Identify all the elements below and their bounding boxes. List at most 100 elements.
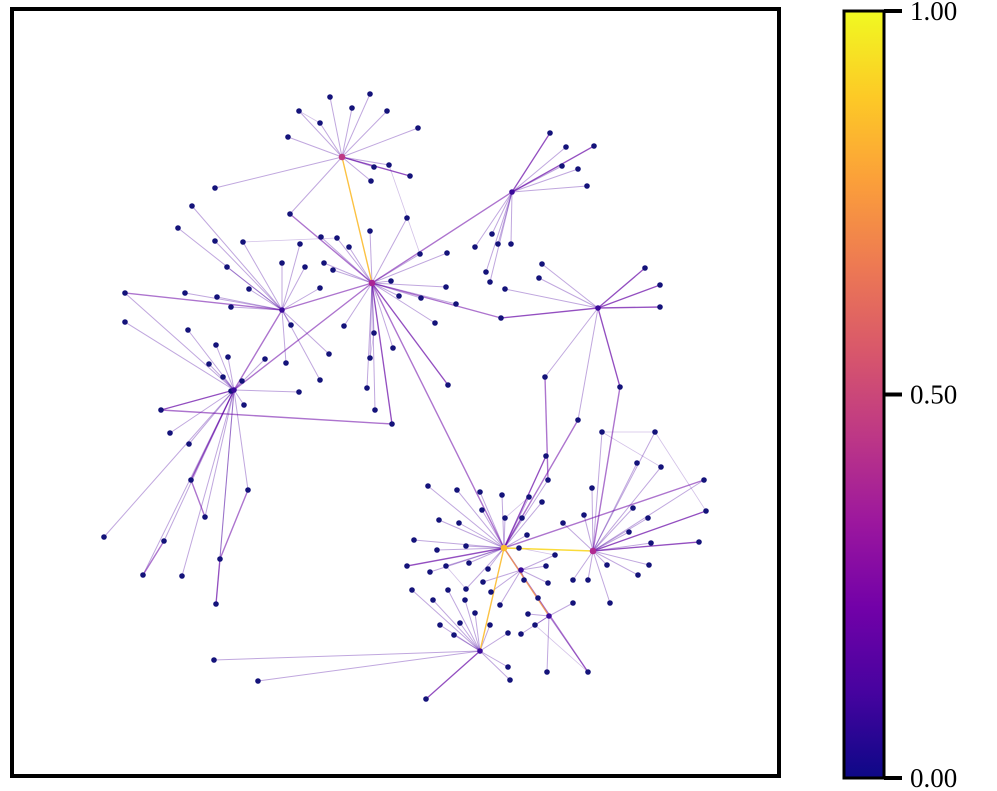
- graph-edge: [289, 213, 373, 284]
- graph-edge: [591, 487, 594, 552]
- graph-edge: [281, 309, 330, 355]
- graph-node: [646, 562, 652, 568]
- graph-node: [390, 345, 396, 351]
- graph-edge: [465, 547, 505, 590]
- graph-edge: [371, 191, 513, 284]
- graph-edge: [429, 547, 505, 573]
- graph-edge: [592, 517, 649, 552]
- graph-node: [372, 407, 378, 413]
- graph-edge: [511, 145, 595, 193]
- graph-edge: [248, 288, 283, 311]
- graph-node: [696, 539, 702, 545]
- graph-node: [212, 185, 218, 191]
- graph-node: [389, 421, 395, 427]
- colorbar-tick-label: 0.50: [910, 380, 957, 410]
- graph-edge: [341, 156, 372, 182]
- graph-edge: [222, 376, 235, 391]
- graph-hub-node: [500, 544, 508, 552]
- graph-edge: [427, 485, 505, 549]
- graph-edge: [160, 389, 235, 411]
- graph-edge: [654, 431, 707, 512]
- graph-node: [217, 556, 223, 562]
- graph-edge: [371, 282, 375, 334]
- graph-node: [536, 275, 542, 281]
- graph-node: [581, 512, 587, 518]
- graph-edge: [233, 358, 266, 391]
- graph-hub-node: [589, 547, 597, 555]
- graph-edge: [216, 296, 283, 311]
- graph-node: [404, 215, 410, 221]
- graph-node: [182, 290, 188, 296]
- graph-edge: [319, 122, 343, 158]
- graph-node: [185, 327, 191, 333]
- graph-node: [279, 307, 285, 313]
- graph-node: [539, 499, 545, 505]
- graph-edge: [281, 309, 292, 326]
- graph-edge: [577, 307, 599, 421]
- graph-node: [545, 580, 551, 586]
- graph-node: [545, 477, 551, 483]
- graph-node: [454, 487, 460, 493]
- graph-edge: [592, 431, 656, 552]
- graph-node: [317, 120, 323, 126]
- graph-edge: [597, 306, 661, 309]
- graph-edge: [501, 494, 505, 549]
- graph-edge: [233, 389, 249, 491]
- graph-edge: [592, 431, 603, 552]
- graph-edge: [369, 282, 373, 359]
- graph-node: [122, 290, 128, 296]
- graph-node: [585, 669, 591, 675]
- graph-node: [437, 622, 443, 628]
- graph-node: [404, 563, 410, 569]
- graph-node: [604, 562, 610, 568]
- graph-node: [543, 563, 549, 569]
- graph-edge: [562, 522, 594, 552]
- graph-node: [480, 579, 486, 585]
- graph-edge: [503, 419, 579, 549]
- graph-node: [657, 282, 663, 288]
- graph-edge: [500, 307, 599, 319]
- graph-node: [563, 144, 569, 150]
- graph-node: [283, 360, 289, 366]
- graph-node: [599, 429, 605, 435]
- graph-node: [418, 295, 424, 301]
- graph-edge: [504, 288, 599, 309]
- graph-edge: [371, 217, 408, 284]
- graph-node: [296, 108, 302, 114]
- graph-edge: [371, 282, 502, 319]
- graph-node: [542, 374, 548, 380]
- graph-node: [560, 520, 566, 526]
- graph-node: [652, 429, 658, 435]
- graph-node: [472, 244, 478, 250]
- graph-node: [101, 534, 107, 540]
- graph-edge: [289, 156, 343, 215]
- graph-edge: [503, 547, 550, 617]
- graph-node: [288, 322, 294, 328]
- graph-node: [626, 529, 632, 535]
- graph-hub-node: [368, 279, 376, 287]
- graph-node: [388, 278, 394, 284]
- graph-edge: [124, 321, 235, 391]
- graph-node: [318, 234, 324, 240]
- graph-edge: [371, 282, 449, 386]
- graph-edge: [406, 547, 505, 567]
- graph-edge: [348, 246, 373, 284]
- graph-edge: [474, 191, 513, 248]
- graph-node: [463, 586, 469, 592]
- graph-edge: [458, 522, 505, 549]
- graph-node: [634, 460, 640, 466]
- graph-node: [445, 587, 451, 593]
- graph-edge: [281, 243, 301, 311]
- graph-edge: [592, 541, 700, 552]
- graph-node: [213, 601, 219, 607]
- graph-node: [477, 489, 483, 495]
- graph-edge: [214, 156, 343, 189]
- graph-node: [570, 577, 576, 583]
- graph-node: [239, 378, 245, 384]
- graph-edge: [511, 146, 567, 193]
- graph-node: [544, 669, 550, 675]
- graph-edge: [160, 409, 393, 425]
- graph-edge: [587, 550, 594, 581]
- graph-edge: [341, 107, 353, 158]
- graph-node: [575, 417, 581, 423]
